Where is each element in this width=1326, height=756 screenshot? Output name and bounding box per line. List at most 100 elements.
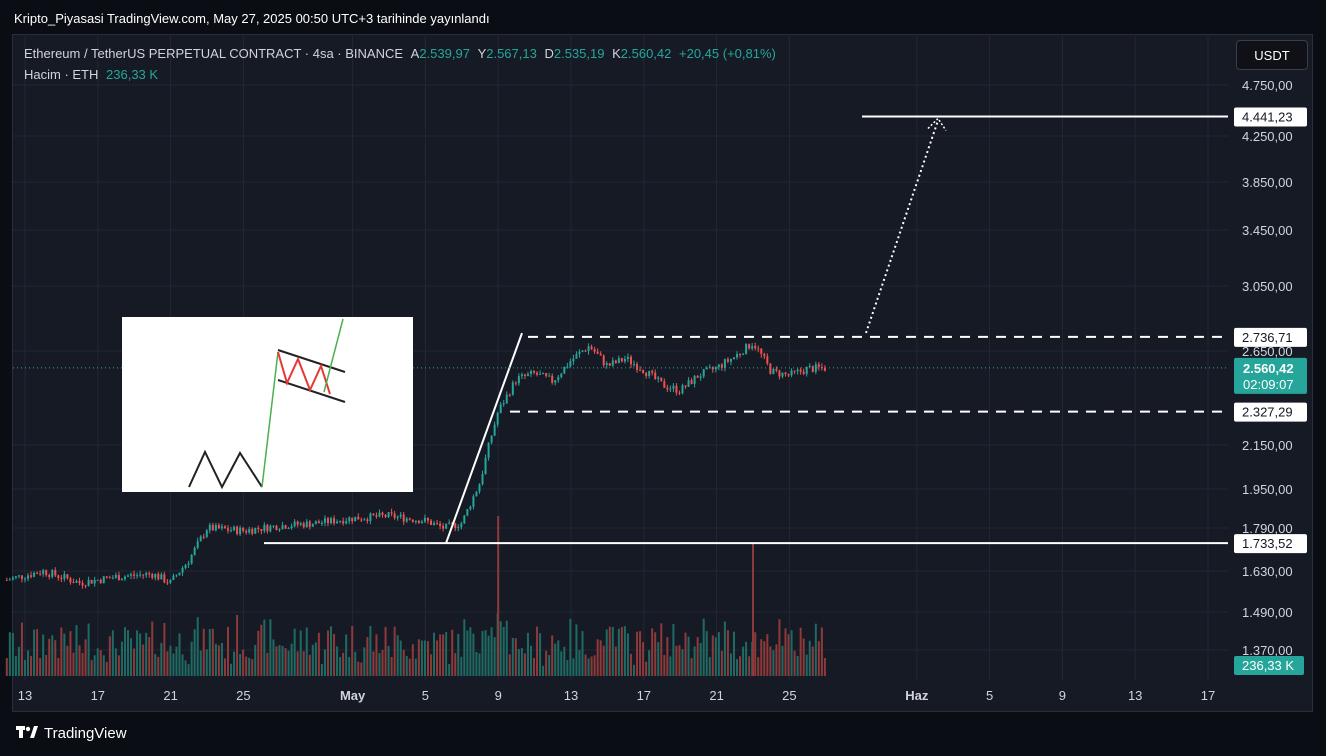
candle-body bbox=[817, 364, 820, 367]
candle-body bbox=[505, 394, 508, 404]
candle-body bbox=[569, 361, 572, 367]
volume-bar bbox=[342, 652, 345, 676]
candle-body bbox=[320, 522, 323, 524]
last-price-bg bbox=[1234, 357, 1307, 394]
volume-bar bbox=[508, 654, 511, 676]
candle-body bbox=[739, 353, 742, 355]
candle-body bbox=[272, 525, 275, 527]
candle-body bbox=[560, 373, 563, 378]
volume-bar bbox=[451, 629, 454, 676]
volume-bar bbox=[817, 641, 820, 676]
candle-body bbox=[575, 354, 578, 359]
candle-body bbox=[263, 524, 266, 531]
volume-bar bbox=[157, 656, 160, 676]
volume-bar bbox=[111, 630, 114, 676]
volume-bar bbox=[702, 618, 705, 676]
candle-body bbox=[684, 385, 687, 387]
inset-flag-zigzag bbox=[277, 351, 331, 395]
volume-bar bbox=[151, 621, 154, 676]
candle-body bbox=[181, 567, 184, 573]
volume-bar bbox=[475, 651, 478, 676]
volume-bar bbox=[790, 630, 793, 676]
candle-body bbox=[111, 577, 114, 579]
candle-body bbox=[257, 527, 260, 530]
candle-body bbox=[330, 518, 333, 524]
candle-body bbox=[548, 375, 551, 377]
candle-body bbox=[517, 376, 520, 384]
candle-body bbox=[448, 522, 451, 524]
candle-body bbox=[745, 344, 748, 355]
candle-body bbox=[545, 373, 548, 376]
candle-body bbox=[23, 578, 26, 580]
volume-bar bbox=[36, 629, 39, 676]
volume-bar bbox=[460, 656, 463, 676]
volume-bar bbox=[814, 623, 817, 676]
level-label-base: 1.733,52 bbox=[1242, 536, 1293, 551]
volume-bar bbox=[130, 638, 133, 676]
candle-body bbox=[178, 572, 181, 576]
volume-bar bbox=[699, 642, 702, 676]
candle-body bbox=[223, 526, 226, 529]
candle-body bbox=[154, 573, 157, 578]
volume-bar bbox=[539, 633, 542, 676]
candle-body bbox=[751, 345, 754, 349]
volume-bar bbox=[511, 637, 514, 676]
volume-bar bbox=[799, 627, 802, 676]
volume-bar bbox=[620, 627, 623, 676]
volume-bar bbox=[581, 631, 584, 676]
volume-bar bbox=[757, 657, 760, 676]
candle-body bbox=[466, 509, 469, 516]
candle-body bbox=[529, 371, 532, 374]
level-label-support: 2.327,29 bbox=[1242, 405, 1293, 420]
volume-bar bbox=[163, 623, 166, 676]
volume-spike-bar bbox=[752, 543, 754, 676]
volume-bar bbox=[529, 645, 532, 676]
volume-bar bbox=[487, 635, 490, 676]
volume-bar bbox=[687, 636, 690, 676]
candle-body bbox=[287, 528, 290, 530]
volume-bar bbox=[266, 652, 269, 676]
candle-body bbox=[651, 370, 654, 373]
candle-body bbox=[433, 523, 436, 525]
candle-body bbox=[90, 579, 93, 584]
candle-body bbox=[772, 368, 775, 374]
candle-body bbox=[151, 574, 154, 578]
volume-bar bbox=[305, 627, 308, 676]
volume-bar bbox=[314, 642, 317, 676]
volume-bar bbox=[120, 641, 123, 676]
volume-bar bbox=[11, 632, 14, 676]
volume-bar bbox=[602, 645, 605, 676]
volume-bar bbox=[423, 640, 426, 676]
volume-bar bbox=[63, 633, 66, 676]
candle-body bbox=[781, 372, 784, 377]
candle-body bbox=[605, 363, 608, 366]
volume-bar bbox=[363, 647, 366, 676]
currency-button[interactable]: USDT bbox=[1236, 40, 1308, 70]
x-tick-label: 13 bbox=[1128, 688, 1142, 703]
candle-body bbox=[542, 373, 545, 375]
candle-body bbox=[633, 364, 636, 366]
volume-bar bbox=[608, 626, 611, 676]
candle-body bbox=[14, 576, 17, 578]
candle-body bbox=[372, 513, 375, 516]
candle-body bbox=[526, 373, 529, 376]
candle-body bbox=[5, 579, 8, 581]
candle-body bbox=[66, 574, 69, 579]
candle-body bbox=[260, 529, 263, 531]
volume-bar bbox=[114, 648, 117, 676]
volume-bar bbox=[181, 654, 184, 676]
volume-bar bbox=[554, 643, 557, 676]
volume-bar bbox=[463, 619, 466, 676]
y-tick-label: 3.050,00 bbox=[1242, 279, 1293, 294]
candle-body bbox=[736, 353, 739, 358]
volume-bar bbox=[417, 639, 420, 676]
candle-body bbox=[511, 382, 514, 395]
candle-body bbox=[790, 370, 793, 376]
volume-bar bbox=[611, 627, 614, 676]
inset-pole bbox=[261, 351, 279, 488]
footer-brand[interactable]: TradingView bbox=[16, 725, 127, 742]
candle-body bbox=[645, 373, 648, 376]
candle-body bbox=[463, 515, 466, 524]
volume-bar bbox=[284, 648, 287, 676]
